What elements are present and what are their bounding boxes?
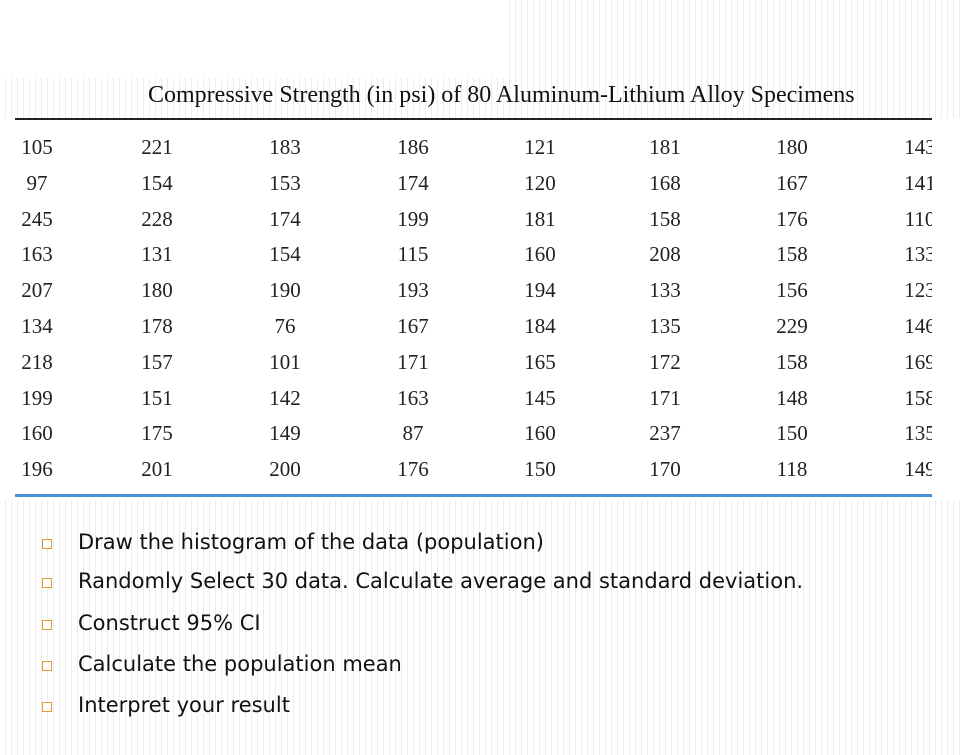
table-cell: 154 (141, 170, 173, 195)
table-cell: 87 (402, 421, 424, 446)
table-cell: 200 (269, 457, 301, 482)
table-cell: 180 (141, 278, 173, 303)
bullet-marker (42, 661, 52, 671)
bullet-text: Calculate the population mean (78, 652, 402, 676)
table-cell: 180 (776, 135, 808, 159)
table-cell: 163 (397, 385, 429, 410)
table-cell: 196 (21, 457, 53, 482)
table-cell: 165 (524, 349, 556, 374)
bullet-marker (42, 702, 52, 712)
table-cell: 171 (397, 349, 429, 374)
bullet-marker (42, 620, 52, 630)
table-cell: 199 (397, 206, 429, 231)
table-cell: 146 (904, 314, 932, 338)
table-background (0, 118, 965, 500)
table-cell: 158 (776, 242, 808, 267)
table-cell: 154 (269, 242, 301, 267)
table-cell: 207 (21, 278, 53, 303)
table-cell: 167 (776, 170, 808, 195)
table-cell: 121 (524, 135, 556, 159)
bullet-marker (42, 578, 52, 588)
table-cell: 163 (21, 242, 53, 267)
bullet-text: Interpret your result (78, 693, 290, 717)
table-cell: 143 (904, 135, 932, 159)
table-cell: 193 (397, 278, 429, 303)
table-cell: 142 (269, 385, 301, 410)
bullet-text: Construct 95% CI (78, 611, 261, 635)
table-cell: 183 (269, 135, 301, 159)
table-cell: 169 (904, 349, 932, 374)
table-cell: 133 (904, 242, 932, 267)
table-cell: 145 (524, 385, 556, 410)
table-cell: 171 (649, 385, 681, 410)
table-cell: 160 (524, 421, 556, 446)
table-cell: 228 (141, 206, 173, 231)
table-cell: 110 (904, 206, 932, 231)
table-cell: 175 (141, 421, 173, 446)
table-cell: 158 (904, 385, 932, 410)
table-cell: 97 (26, 170, 48, 195)
table-cell: 186 (397, 135, 429, 159)
table-cell: 118 (776, 457, 808, 482)
table-cell: 148 (776, 385, 808, 410)
table-cell: 153 (269, 170, 301, 195)
table-cell: 135 (904, 421, 932, 446)
mask (0, 0, 505, 78)
table-cell: 151 (141, 385, 173, 410)
table-cell: 181 (649, 135, 681, 159)
table-cell: 101 (269, 349, 301, 374)
table-cell: 134 (21, 314, 53, 338)
table-cell: 174 (397, 170, 429, 195)
table-cell: 135 (649, 314, 681, 338)
table-cell: 105 (21, 135, 53, 159)
table-cell: 194 (524, 278, 556, 303)
table-cell: 221 (141, 135, 173, 159)
table-cell: 229 (776, 314, 808, 338)
table-cell: 150 (776, 421, 808, 446)
table-cell: 133 (649, 278, 681, 303)
table-cell: 115 (397, 242, 429, 267)
table-title: Compressive Strength (in psi) of 80 Alum… (148, 82, 855, 108)
table-cell: 158 (649, 206, 681, 231)
table-cell: 199 (21, 385, 53, 410)
rule (15, 118, 932, 120)
table-cell: 172 (649, 349, 681, 374)
table-cell: 156 (776, 278, 808, 303)
bullet-text: Randomly Select 30 data. Calculate avera… (78, 569, 804, 593)
bullet-marker (42, 539, 52, 549)
table-cell: 149 (904, 457, 932, 482)
table-cell: 181 (524, 206, 556, 231)
table-cell: 123 (904, 278, 932, 303)
table-cell: 150 (524, 457, 556, 482)
table-cell: 76 (274, 314, 296, 338)
table-cell: 170 (649, 457, 681, 482)
table-cell: 157 (141, 349, 173, 374)
bullet-text: Draw the histogram of the data (populati… (78, 530, 544, 554)
table-cell: 131 (141, 242, 173, 267)
table-cell: 176 (397, 457, 429, 482)
rule (15, 494, 932, 497)
table-cell: 160 (21, 421, 53, 446)
table: 105 221 183 186 121 181 180 143 97 154 153 174 120 16… (0, 130, 932, 490)
table-cell: 184 (524, 314, 556, 338)
table-cell: 168 (649, 170, 681, 195)
table-cell: 201 (141, 457, 173, 482)
table-cell: 237 (649, 421, 681, 446)
table-cell: 167 (397, 314, 429, 338)
table-cell: 149 (269, 421, 301, 446)
table-cell: 141 (904, 170, 932, 195)
table-cell: 120 (524, 170, 556, 195)
table-cell: 190 (269, 278, 301, 303)
table-cell: 158 (776, 349, 808, 374)
table-cell: 178 (141, 314, 173, 338)
table-cell: 174 (269, 206, 301, 231)
table-cell: 160 (524, 242, 556, 267)
table-cell: 176 (776, 206, 808, 231)
table-cell: 218 (21, 349, 53, 374)
table-cell: 208 (649, 242, 681, 267)
table-cell: 245 (21, 206, 53, 231)
